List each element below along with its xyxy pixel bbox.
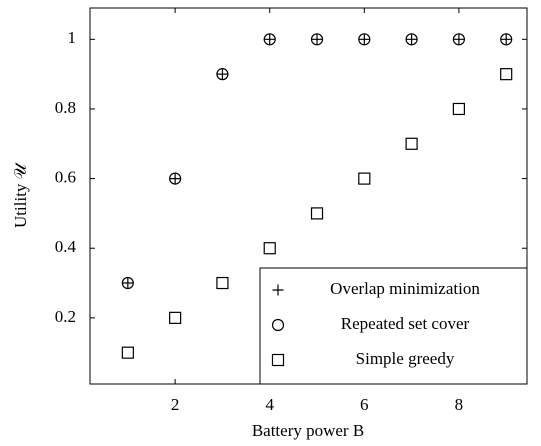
marker-circle [263,33,276,46]
y-tick-label: 1 [68,28,77,47]
marker-plus [264,33,276,45]
marker-circle [271,318,285,332]
marker-circle [310,33,324,46]
marker-square [500,68,513,81]
marker-square [310,207,324,220]
marker-plus [406,33,418,45]
marker-square [216,276,229,290]
y-tick-label: 0.6 [55,167,76,186]
marker-circle [169,172,182,185]
marker-circle [500,33,513,46]
marker-plus [311,33,323,45]
marker-circle [405,33,418,46]
legend-label: Repeated set cover [341,314,470,333]
marker-plus [500,33,512,45]
x-tick-label: 8 [455,395,464,414]
marker-plus [453,33,465,45]
marker-plus [216,68,228,80]
marker-square [263,242,276,255]
legend: Overlap minimization Repeated set cover Si… [259,267,528,385]
x-tick-label: 6 [360,395,369,414]
marker-circle [121,276,134,290]
marker-circle [216,68,229,81]
x-tick-label: 2 [171,395,180,414]
y-axis-label: Utility 𝒰 [11,161,30,228]
marker-circle [452,33,465,46]
marker-square [121,346,134,359]
marker-square [271,353,285,367]
x-axis-label: Battery power B [252,421,364,440]
marker-circle [358,33,371,46]
marker-square [169,311,182,324]
marker-plus [272,284,284,296]
legend-label: Overlap minimization [330,279,480,298]
y-tick-label: 0.2 [55,307,76,326]
marker-plus [358,33,370,45]
marker-square [452,102,465,116]
marker-plus [122,277,134,289]
marker-square [358,172,371,185]
y-tick-label: 0.8 [55,98,76,117]
marker-square [405,137,418,150]
legend-box [259,267,528,385]
y-tick-label: 0.4 [55,237,77,256]
x-tick-label: 4 [265,395,274,414]
legend-label: Simple greedy [356,349,455,368]
marker-plus [169,173,181,185]
